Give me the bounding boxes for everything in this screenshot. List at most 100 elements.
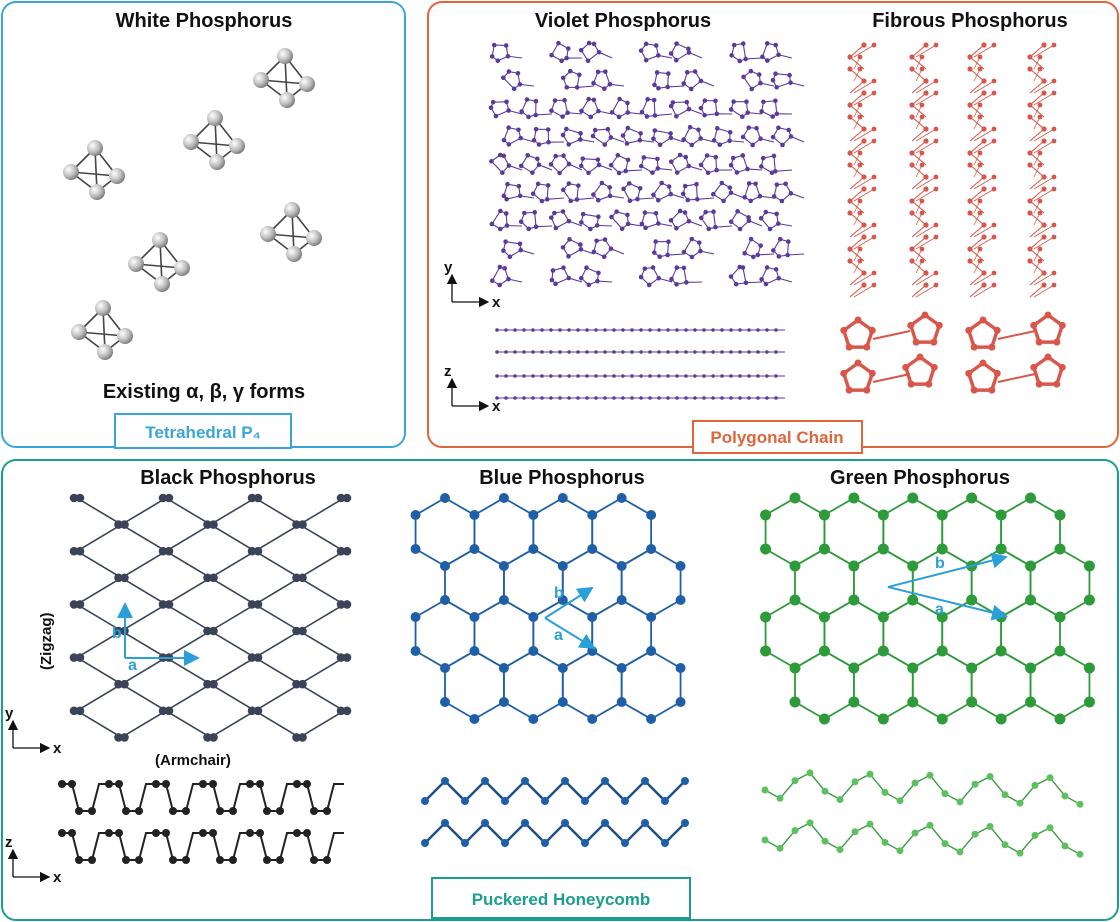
atom bbox=[788, 191, 794, 196]
bond bbox=[165, 523, 211, 552]
atom bbox=[549, 328, 553, 332]
bond bbox=[1029, 284, 1045, 298]
atom bbox=[293, 780, 301, 788]
atom bbox=[657, 254, 663, 260]
atom bbox=[410, 510, 421, 520]
atom bbox=[292, 520, 301, 529]
bond bbox=[823, 497, 855, 516]
atom bbox=[505, 181, 510, 187]
atom bbox=[755, 252, 761, 258]
atom bbox=[525, 153, 530, 158]
atom bbox=[292, 733, 301, 742]
atom bbox=[549, 108, 554, 114]
atom bbox=[516, 183, 522, 189]
bond bbox=[969, 128, 985, 142]
atom bbox=[522, 328, 526, 332]
atom bbox=[642, 210, 648, 215]
atom bbox=[680, 191, 686, 197]
atom bbox=[607, 193, 613, 199]
bond bbox=[941, 497, 973, 516]
atom bbox=[666, 374, 670, 378]
atom bbox=[594, 223, 600, 228]
atom bbox=[625, 221, 631, 227]
atom bbox=[930, 363, 938, 371]
bond bbox=[765, 599, 796, 618]
atom bbox=[770, 114, 775, 119]
atom bbox=[967, 150, 973, 156]
bond bbox=[765, 277, 779, 285]
atom bbox=[528, 510, 539, 520]
bond bbox=[911, 236, 927, 250]
atom bbox=[574, 197, 580, 202]
atom bbox=[967, 258, 973, 264]
atom bbox=[114, 573, 123, 583]
vector-label: a bbox=[554, 627, 563, 644]
atom bbox=[1051, 126, 1057, 132]
atom bbox=[1051, 174, 1057, 180]
atom bbox=[650, 170, 655, 175]
atom bbox=[681, 137, 686, 142]
atom bbox=[717, 142, 723, 148]
atom bbox=[675, 561, 686, 571]
atom bbox=[1061, 792, 1069, 800]
atom bbox=[919, 150, 925, 156]
bond bbox=[853, 284, 875, 298]
atom bbox=[114, 520, 123, 529]
bond bbox=[882, 497, 914, 516]
atom bbox=[711, 350, 715, 354]
atom bbox=[737, 226, 743, 232]
atom bbox=[749, 86, 755, 92]
atom bbox=[694, 181, 699, 187]
atom bbox=[591, 80, 596, 86]
atom bbox=[203, 520, 212, 529]
vector-label: a bbox=[935, 601, 944, 618]
bond bbox=[969, 188, 985, 202]
atom bbox=[911, 779, 919, 787]
atom bbox=[174, 260, 190, 276]
atom bbox=[88, 856, 96, 864]
atom bbox=[1037, 114, 1043, 120]
bond bbox=[853, 44, 875, 58]
atom bbox=[75, 807, 83, 815]
atom bbox=[966, 492, 978, 504]
bond bbox=[591, 650, 623, 669]
atom bbox=[656, 85, 661, 91]
bond bbox=[676, 220, 690, 229]
atom bbox=[643, 57, 649, 63]
atom bbox=[681, 249, 687, 255]
atom bbox=[981, 234, 987, 240]
atom bbox=[705, 170, 711, 176]
atom bbox=[995, 645, 1007, 657]
atom bbox=[677, 208, 683, 214]
atom bbox=[653, 43, 659, 48]
atom bbox=[545, 127, 551, 132]
bond bbox=[568, 220, 583, 227]
atom bbox=[1044, 353, 1052, 361]
atom bbox=[581, 839, 589, 847]
bond bbox=[1029, 188, 1045, 202]
atom bbox=[638, 163, 644, 169]
bond bbox=[712, 211, 716, 228]
atom bbox=[714, 126, 720, 131]
bond bbox=[688, 220, 703, 227]
atom bbox=[774, 84, 779, 90]
atom bbox=[247, 493, 257, 503]
atom bbox=[528, 646, 539, 656]
atom bbox=[567, 350, 571, 354]
bond bbox=[254, 523, 300, 552]
bond bbox=[794, 650, 825, 669]
atom bbox=[531, 137, 537, 143]
atom bbox=[1030, 321, 1038, 329]
atom bbox=[1037, 210, 1043, 216]
atom bbox=[539, 198, 545, 204]
atom bbox=[666, 71, 671, 76]
atom bbox=[216, 807, 224, 815]
atom bbox=[747, 396, 751, 400]
atom bbox=[750, 142, 755, 148]
atom bbox=[639, 328, 643, 332]
bond bbox=[849, 224, 865, 238]
atom bbox=[956, 848, 964, 856]
atom bbox=[757, 193, 763, 199]
atom bbox=[560, 245, 566, 250]
bond bbox=[915, 80, 937, 94]
